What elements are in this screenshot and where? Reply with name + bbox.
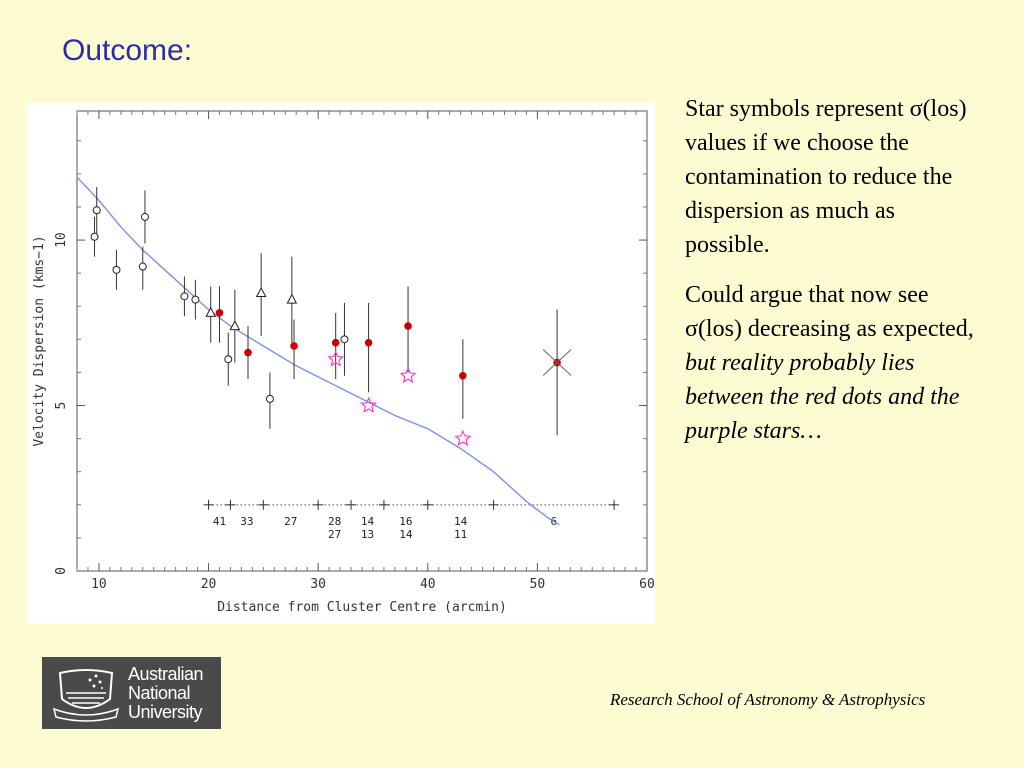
- bin-count-top: 41: [213, 515, 226, 528]
- logo-line-3: University: [128, 702, 203, 722]
- open-circle-point: [112, 265, 121, 274]
- bin-count-top: 28: [328, 515, 341, 528]
- model-curve: [76, 176, 560, 526]
- open-circle-point: [180, 292, 189, 301]
- star-point: [454, 429, 472, 446]
- cross-marker: [542, 349, 572, 376]
- y-tick-label: 0: [54, 567, 69, 575]
- bin-count-top: 16: [399, 515, 412, 528]
- red-dot-point: [244, 348, 252, 357]
- open-triangle-point: [255, 286, 267, 298]
- open-circle-point: [224, 355, 233, 364]
- slide-title: Outcome:: [62, 34, 193, 67]
- data-points: [90, 187, 572, 446]
- bin-count-top: 27: [284, 515, 297, 528]
- open-triangle-point: [229, 320, 241, 331]
- open-circle-point: [92, 206, 101, 215]
- bin-count-bottom: 11: [454, 528, 467, 541]
- bin-count-bottom: 27: [328, 528, 341, 541]
- chart-panel: 10 20 30 40 50 60 0 5 10 41 33 27 28 27 14 13 16 14 14 11 6…: [27, 103, 655, 624]
- x-tick-label: 30: [310, 577, 326, 592]
- x-axis-label: Distance from Cluster Centre (arcmin): [217, 600, 507, 615]
- explanation-text: Star symbols represent σ(los) values if …: [685, 92, 985, 464]
- red-dot-point: [404, 322, 412, 330]
- red-dot-point: [290, 342, 298, 350]
- anu-logo: Australian National University: [42, 657, 221, 729]
- x-tick-label: 10: [91, 577, 107, 592]
- axis-ticks: 10 20 30 40 50 60 0 5 10: [54, 111, 655, 592]
- x-tick-label: 50: [530, 577, 546, 592]
- bin-count-top: 14: [361, 515, 375, 528]
- paragraph-star-symbols: Star symbols represent σ(los) values if …: [685, 96, 967, 258]
- x-tick-label: 20: [201, 577, 217, 592]
- star-point: [360, 396, 378, 413]
- x-tick-label: 40: [420, 577, 436, 592]
- y-axis-label: Velocity Dispersion (kms−1): [32, 235, 47, 446]
- y-tick-label: 10: [54, 232, 69, 248]
- bin-count-bottom: 13: [361, 528, 374, 541]
- paragraph-italic-part: but reality probably lies between the re…: [685, 350, 960, 444]
- paragraph-could-argue: Could argue that now see σ(los) decreasi…: [685, 278, 985, 448]
- star-point: [327, 350, 345, 367]
- plot-frame: [76, 110, 648, 572]
- logo-line-1: Australian: [128, 664, 204, 684]
- open-circle-point: [90, 232, 99, 241]
- open-triangle-point: [286, 293, 298, 304]
- open-circle-point: [191, 295, 200, 304]
- logo-line-2: National: [128, 683, 191, 703]
- paragraph-plain-part: Could argue that now see σ(los) decreasi…: [685, 282, 974, 342]
- red-dot-point: [459, 371, 467, 380]
- x-tick-label: 60: [639, 577, 655, 592]
- open-triangle-point: [205, 306, 217, 317]
- red-dot-point: [215, 309, 224, 317]
- bin-count-bottom: 14: [399, 528, 413, 541]
- bin-count-top: 33: [240, 515, 253, 528]
- red-dot-point: [331, 338, 340, 347]
- open-circle-point: [138, 262, 147, 271]
- footer-text: Research School of Astronomy & Astrophys…: [610, 690, 926, 709]
- bin-count-top: 14: [454, 515, 468, 528]
- open-circle-point: [140, 212, 149, 221]
- logo-wordmark: Australian National University: [128, 664, 204, 722]
- anu-crest-icon: [52, 669, 120, 722]
- red-dot-point: [364, 338, 373, 347]
- open-circle-point: [340, 335, 349, 344]
- y-tick-label: 5: [54, 402, 69, 410]
- open-circle-point: [265, 394, 274, 403]
- star-point: [399, 366, 417, 383]
